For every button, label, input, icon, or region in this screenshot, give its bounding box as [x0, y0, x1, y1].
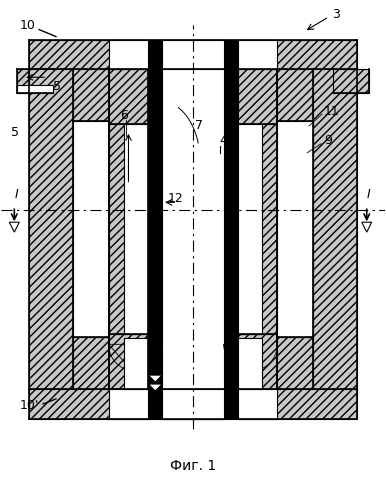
Bar [313, 70, 357, 389]
Bar [29, 40, 357, 70]
Text: I: I [367, 188, 371, 201]
Text: 7: 7 [195, 120, 203, 132]
Polygon shape [362, 222, 372, 232]
Text: 4: 4 [220, 134, 228, 147]
Bar [238, 70, 278, 124]
Bar [73, 121, 108, 338]
Bar [73, 338, 108, 389]
Bar [29, 389, 357, 419]
Bar [333, 70, 369, 93]
Text: 10: 10 [19, 19, 35, 32]
Bar [278, 70, 313, 121]
Text: I: I [14, 188, 18, 201]
Bar [224, 40, 238, 419]
Bar [124, 124, 148, 334]
Text: 6: 6 [120, 110, 129, 122]
Text: 10': 10' [19, 400, 39, 412]
Bar [162, 389, 224, 419]
Bar [278, 338, 313, 389]
Bar [124, 338, 148, 389]
Text: 11: 11 [324, 104, 340, 118]
Bar [162, 40, 224, 419]
Bar [148, 40, 162, 389]
Text: 9: 9 [324, 134, 332, 147]
Text: 12: 12 [167, 192, 183, 205]
Bar [162, 40, 224, 70]
Polygon shape [108, 344, 162, 389]
Bar [238, 338, 262, 389]
Bar [108, 40, 148, 70]
Bar [17, 85, 53, 93]
Bar [238, 389, 278, 419]
Polygon shape [224, 344, 278, 389]
Bar [238, 124, 262, 334]
Bar [148, 40, 162, 419]
Text: 5: 5 [53, 80, 61, 92]
Bar [108, 389, 148, 419]
Polygon shape [9, 222, 19, 232]
Bar [224, 40, 238, 419]
Bar [108, 70, 148, 124]
Bar [29, 70, 73, 389]
Text: 5: 5 [11, 126, 19, 140]
Bar [17, 70, 53, 93]
Polygon shape [148, 375, 162, 382]
Bar [238, 124, 278, 334]
Text: Фиг. 1: Фиг. 1 [170, 460, 216, 473]
Bar [278, 121, 313, 338]
Text: 3: 3 [332, 8, 340, 21]
Bar [238, 40, 278, 70]
Bar [238, 334, 278, 389]
Polygon shape [148, 384, 162, 391]
Bar [108, 334, 148, 389]
Bar [108, 124, 148, 334]
Bar [73, 70, 108, 121]
